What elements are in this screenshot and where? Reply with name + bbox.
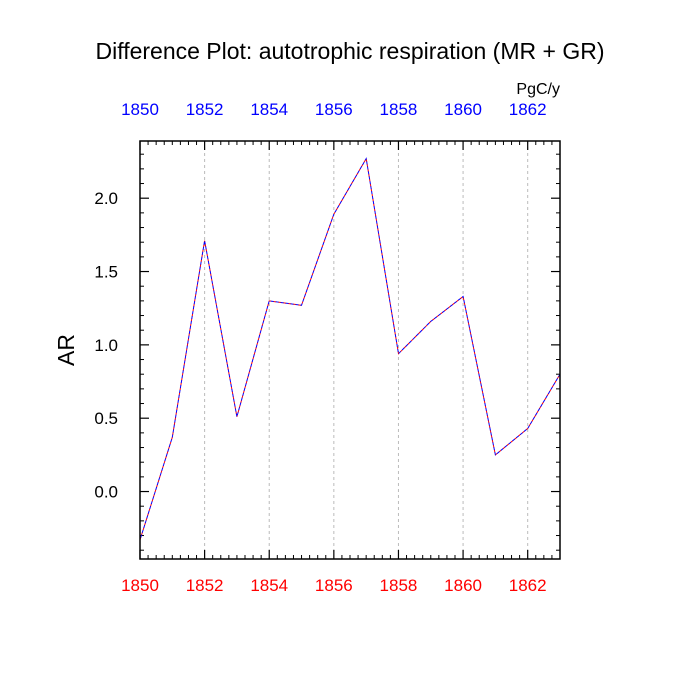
data-point [236, 416, 237, 417]
x-tick-label-bottom: 1854 [250, 576, 288, 595]
minor-ticks [140, 141, 561, 559]
x-tick-label-top: 1850 [121, 100, 159, 119]
x-tick-label-top: 1860 [444, 100, 482, 119]
y-tick-labels: 0.0 0.5 1.0 1.5 2.0 [94, 189, 118, 501]
x-tick-label-top: 1862 [509, 100, 547, 119]
x-tick-label-bottom: 1850 [121, 576, 159, 595]
x-tick-label-bottom: 1862 [509, 576, 547, 595]
y-tick-label: 2.0 [94, 189, 118, 208]
major-ticks [139, 141, 560, 559]
y-tick-label: 0.0 [94, 483, 118, 502]
y-tick-label: 0.5 [94, 409, 118, 428]
data-point [462, 296, 463, 297]
data-point [204, 240, 205, 241]
y-axis-label: AR [53, 334, 79, 366]
data-point [430, 321, 431, 322]
x-tick-label-bottom: 1856 [315, 576, 353, 595]
series-line-primary [139, 157, 561, 541]
x-tick-label-bottom: 1860 [444, 576, 482, 595]
top-x-tick-labels: 1850 1852 1854 1856 1858 1860 1862 [121, 100, 547, 119]
grid-lines [204, 141, 529, 559]
data-point [398, 353, 399, 354]
x-tick-label-top: 1858 [380, 100, 418, 119]
data-point [172, 437, 173, 438]
data-point [366, 158, 367, 159]
data-point [269, 300, 270, 301]
series-lines [139, 157, 561, 541]
data-point [301, 305, 302, 306]
series-line-overlay [139, 157, 561, 541]
units-label: PgC/y [516, 81, 560, 98]
x-tick-label-top: 1856 [315, 100, 353, 119]
bottom-x-tick-labels: 1850 1852 1854 1856 1858 1860 1862 [121, 576, 547, 595]
x-tick-label-top: 1852 [186, 100, 224, 119]
y-tick-label: 1.5 [94, 263, 118, 282]
data-point [333, 214, 334, 215]
data-point [495, 454, 496, 455]
chart-title: Difference Plot: autotrophic respiration… [95, 38, 605, 64]
x-tick-label-top: 1854 [250, 100, 288, 119]
x-tick-label-bottom: 1852 [186, 576, 224, 595]
data-point [527, 428, 528, 429]
x-tick-label-bottom: 1858 [380, 576, 418, 595]
y-tick-label: 1.0 [94, 336, 118, 355]
plot-frame [139, 140, 561, 560]
